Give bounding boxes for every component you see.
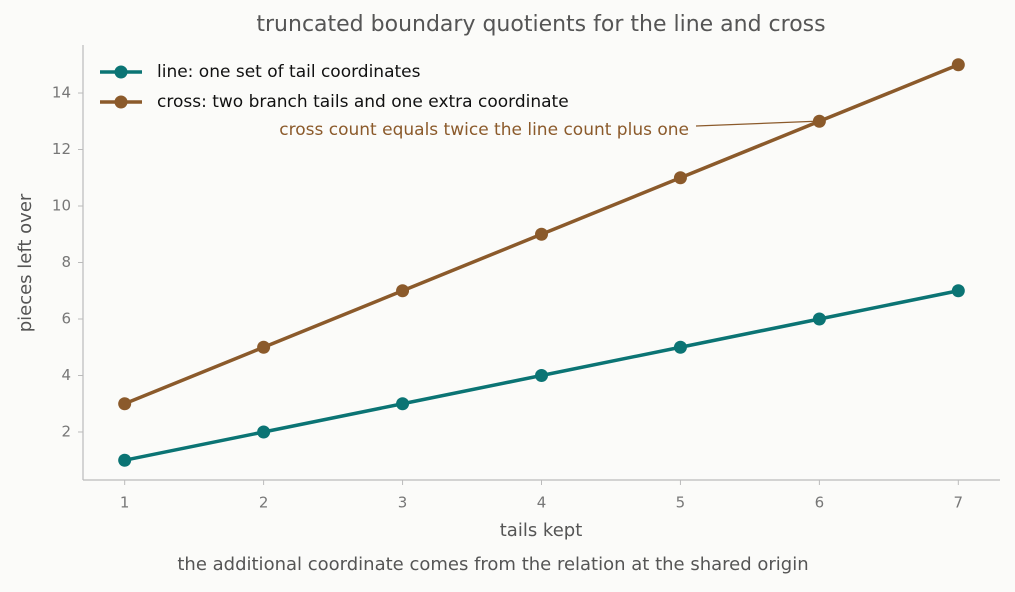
- y-tick-label: 4: [61, 366, 71, 384]
- data-point: [951, 58, 965, 72]
- data-point: [673, 340, 687, 354]
- data-point: [951, 284, 965, 298]
- legend-marker: [114, 65, 128, 79]
- annotation-text: cross count equals twice the line count …: [279, 120, 689, 140]
- data-point: [257, 425, 271, 439]
- caption: the additional coordinate comes from the…: [177, 554, 808, 575]
- x-tick-label: 2: [259, 494, 269, 512]
- y-tick-label: 10: [52, 197, 71, 215]
- legend-label: cross: two branch tails and one extra co…: [157, 92, 569, 112]
- y-tick-label: 14: [52, 84, 71, 102]
- x-axis-label: tails kept: [500, 520, 583, 541]
- data-point: [118, 397, 132, 411]
- x-tick-label: 3: [398, 494, 408, 512]
- annotation-arrow: [695, 120, 816, 127]
- data-point: [812, 312, 826, 326]
- data-point: [535, 368, 548, 382]
- x-tick-label: 4: [537, 494, 547, 512]
- legend-label: line: one set of tail coordinates: [157, 62, 421, 82]
- data-point: [118, 453, 132, 467]
- y-tick-label: 8: [61, 253, 71, 271]
- data-point: [396, 397, 410, 411]
- chart-title: truncated boundary quotients for the lin…: [256, 12, 825, 37]
- data-point: [673, 171, 687, 185]
- data-point: [396, 284, 410, 298]
- x-tick-label: 5: [676, 494, 686, 512]
- x-tick-label: 6: [815, 494, 825, 512]
- y-tick-label: 6: [61, 309, 71, 327]
- y-tick-label: 12: [52, 140, 71, 158]
- y-axis-label: pieces left over: [15, 193, 36, 332]
- data-point: [535, 227, 548, 241]
- x-tick-label: 7: [954, 494, 964, 512]
- data-point: [812, 114, 826, 128]
- x-tick-label: 1: [120, 494, 130, 512]
- legend-marker: [114, 95, 128, 109]
- data-point: [257, 340, 271, 354]
- y-tick-label: 2: [61, 422, 71, 440]
